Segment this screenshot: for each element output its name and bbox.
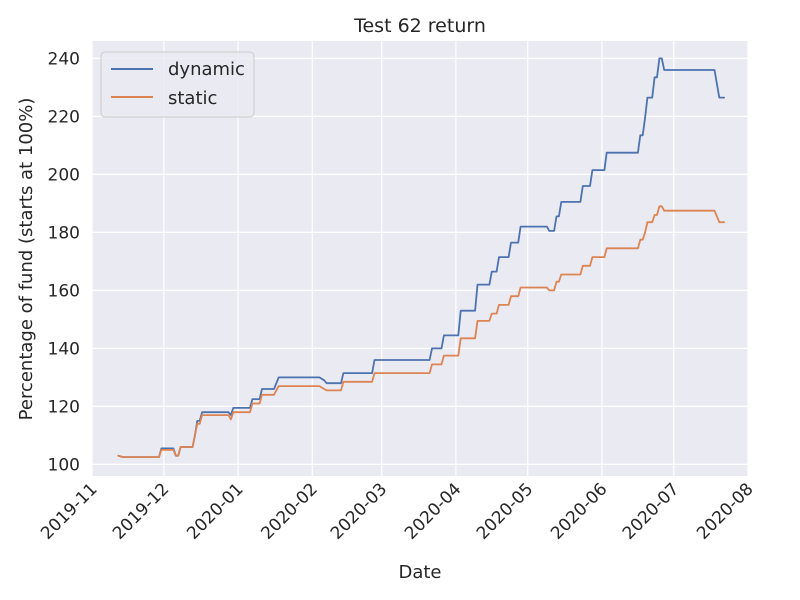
x-tick-label: 2020-02 bbox=[257, 479, 321, 543]
y-tick-label: 160 bbox=[48, 281, 80, 301]
legend-label-dynamic: dynamic bbox=[168, 59, 245, 80]
x-tick-label: 2019-11 bbox=[37, 479, 101, 543]
x-tick-label: 2020-06 bbox=[547, 479, 611, 543]
x-tick-label: 2020-05 bbox=[473, 479, 537, 543]
y-tick-labels: 100 120 140 160 180 200 220 240 bbox=[48, 49, 80, 475]
x-tick-label: 2020-08 bbox=[693, 479, 757, 543]
y-tick-label: 120 bbox=[48, 397, 80, 417]
y-tick-label: 200 bbox=[48, 165, 80, 185]
y-tick-label: 220 bbox=[48, 107, 80, 127]
legend-label-static: static bbox=[168, 88, 217, 109]
x-axis-label: Date bbox=[398, 562, 441, 583]
x-tick-label: 2020-07 bbox=[619, 479, 683, 543]
y-tick-label: 240 bbox=[48, 49, 80, 69]
y-tick-label: 180 bbox=[48, 223, 80, 243]
x-tick-label: 2020-01 bbox=[183, 479, 247, 543]
x-tick-label: 2019-12 bbox=[109, 479, 173, 543]
y-tick-label: 140 bbox=[48, 339, 80, 359]
y-axis-label: Percentage of fund (starts at 100%) bbox=[16, 98, 37, 421]
chart-title: Test 62 return bbox=[353, 15, 486, 37]
x-tick-label: 2020-03 bbox=[327, 479, 391, 543]
series-line-static bbox=[117, 205, 725, 458]
legend: dynamic static bbox=[100, 51, 255, 118]
series-layer bbox=[117, 57, 725, 458]
y-tick-label: 100 bbox=[48, 455, 80, 475]
x-tick-labels: 2019-11 2019-12 2020-01 2020-02 2020-03 2020-… bbox=[37, 479, 757, 543]
x-tick-label: 2020-04 bbox=[401, 479, 465, 543]
